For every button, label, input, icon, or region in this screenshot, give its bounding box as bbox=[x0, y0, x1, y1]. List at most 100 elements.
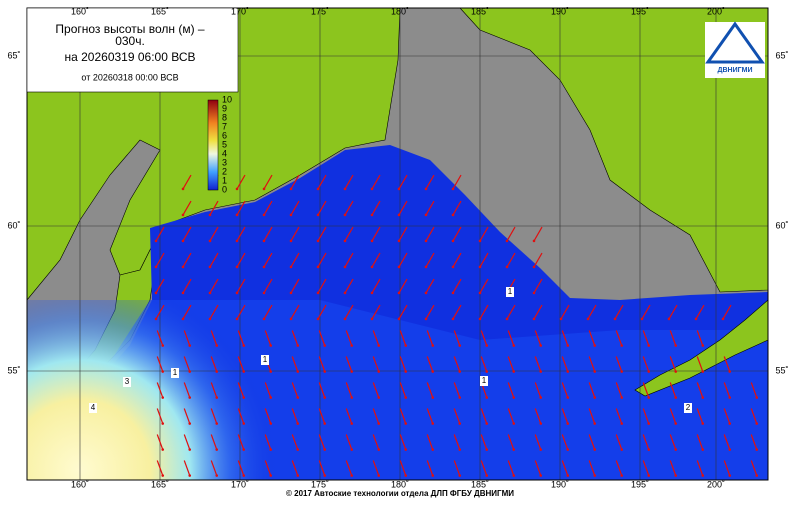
arrow-head bbox=[593, 396, 597, 399]
arrow-head bbox=[593, 422, 597, 425]
arrow bbox=[372, 356, 380, 372]
arrow-head bbox=[269, 422, 273, 425]
arrow-head bbox=[620, 344, 624, 347]
arrow bbox=[425, 200, 435, 216]
arrow-head bbox=[370, 265, 374, 269]
arrow-head bbox=[296, 344, 300, 347]
arrow-head bbox=[154, 291, 158, 295]
arrow bbox=[290, 226, 300, 242]
arrow bbox=[345, 460, 353, 476]
arrow bbox=[317, 200, 327, 216]
arrow-head bbox=[370, 187, 374, 191]
arrow-head bbox=[181, 265, 185, 269]
arrow-head bbox=[235, 213, 239, 217]
arrow-head bbox=[458, 448, 462, 451]
arrow bbox=[588, 356, 596, 372]
lon-label-bottom: 180˚ bbox=[391, 479, 409, 489]
arrow bbox=[210, 408, 218, 424]
arrow bbox=[426, 408, 434, 424]
arrow bbox=[291, 434, 299, 450]
arrow bbox=[317, 252, 327, 268]
arrow bbox=[156, 382, 164, 398]
arrow-head bbox=[539, 474, 543, 477]
arrow-head bbox=[323, 422, 327, 425]
arrow-head bbox=[208, 291, 212, 295]
arrow-head bbox=[154, 265, 158, 269]
arrow bbox=[479, 278, 489, 294]
arrow bbox=[642, 382, 650, 398]
arrow bbox=[479, 226, 489, 242]
arrow bbox=[263, 226, 273, 242]
arrow bbox=[291, 460, 299, 476]
arrow bbox=[156, 330, 164, 346]
lat-label-left: 65˚ bbox=[7, 50, 20, 60]
lon-label-top: 175˚ bbox=[311, 6, 329, 16]
arrow-head bbox=[424, 265, 428, 269]
arrow bbox=[236, 200, 246, 216]
arrow bbox=[425, 278, 435, 294]
contour-label-bg bbox=[506, 287, 514, 297]
arrow-head bbox=[188, 396, 192, 399]
arrow bbox=[371, 278, 381, 294]
colorbar-label: 4 bbox=[222, 148, 227, 158]
arrow-head bbox=[512, 370, 516, 373]
arrow-head bbox=[269, 344, 273, 347]
logo-text: ДВНИГМИ bbox=[718, 67, 753, 74]
arrow bbox=[318, 356, 326, 372]
arrow-head bbox=[343, 265, 347, 269]
arrow bbox=[344, 226, 354, 242]
arrow-head bbox=[451, 213, 455, 217]
arrow bbox=[398, 304, 408, 320]
arrow-head bbox=[593, 474, 597, 477]
arrow-head bbox=[458, 396, 462, 399]
arrow bbox=[534, 408, 542, 424]
arrow-head bbox=[532, 239, 536, 243]
arrow-head bbox=[674, 422, 678, 425]
arrow-head bbox=[377, 474, 381, 477]
arrow bbox=[696, 330, 704, 346]
arrow bbox=[480, 460, 488, 476]
arrow-head bbox=[478, 265, 482, 269]
arrow bbox=[237, 460, 245, 476]
arrow bbox=[236, 174, 246, 190]
arrow bbox=[533, 278, 543, 294]
footer: © 2017 Автоские технологии отдела ДЛП ФГ… bbox=[286, 489, 514, 498]
contour-label-bg bbox=[684, 403, 692, 413]
arrow bbox=[182, 304, 192, 320]
arrow-head bbox=[296, 422, 300, 425]
arrow bbox=[182, 200, 192, 216]
arrow-head bbox=[343, 291, 347, 295]
lon-label-top: 165˚ bbox=[151, 6, 169, 16]
arrow-head bbox=[458, 370, 462, 373]
arrow-head bbox=[485, 344, 489, 347]
arrow bbox=[615, 434, 623, 450]
arrow bbox=[236, 304, 246, 320]
arrow bbox=[399, 330, 407, 346]
arrow bbox=[452, 200, 462, 216]
lon-label-bottom: 200˚ bbox=[707, 479, 725, 489]
lat-label-left: 55˚ bbox=[7, 365, 20, 375]
arrow-head bbox=[532, 317, 536, 321]
arrow-head bbox=[370, 239, 374, 243]
arrow bbox=[345, 434, 353, 450]
arrow bbox=[372, 434, 380, 450]
arrow bbox=[452, 174, 462, 190]
arrow bbox=[561, 330, 569, 346]
arrow-head bbox=[262, 291, 266, 295]
arrow bbox=[669, 434, 677, 450]
arrow bbox=[156, 356, 164, 372]
arrow-head bbox=[242, 344, 246, 347]
arrow-head bbox=[701, 370, 705, 373]
arrow-head bbox=[505, 239, 509, 243]
arrow bbox=[317, 174, 327, 190]
arrow bbox=[668, 304, 678, 320]
arrow bbox=[615, 382, 623, 398]
lat-label-right: 55˚ bbox=[775, 365, 788, 375]
arrow bbox=[587, 304, 597, 320]
arrow bbox=[263, 304, 273, 320]
arrow-head bbox=[397, 187, 401, 191]
arrow-head bbox=[620, 370, 624, 373]
arrow bbox=[263, 278, 273, 294]
arrow-head bbox=[478, 291, 482, 295]
arrow bbox=[615, 356, 623, 372]
